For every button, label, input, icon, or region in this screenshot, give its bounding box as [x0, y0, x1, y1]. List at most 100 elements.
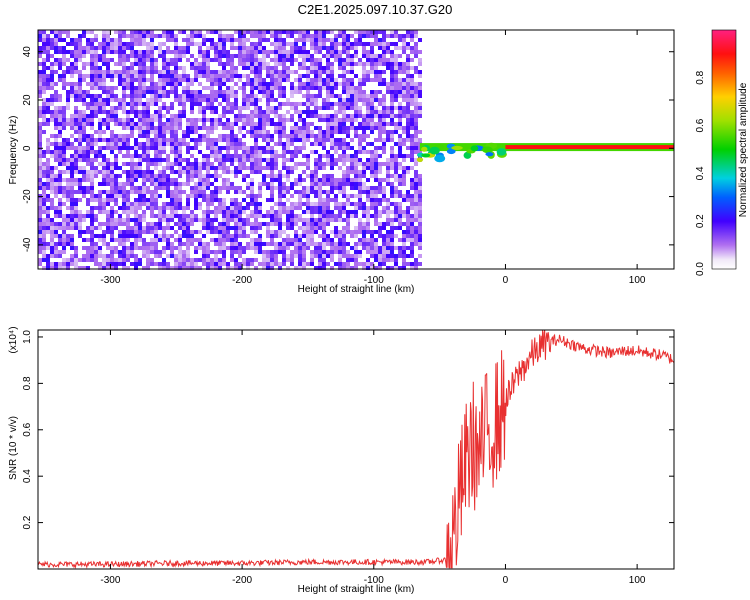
heatmap-cell: [322, 118, 326, 122]
heatmap-cell: [242, 62, 246, 66]
heatmap-cell: [270, 258, 274, 262]
heatmap-cell: [258, 86, 262, 90]
heatmap-cell: [82, 62, 86, 66]
heatmap-cell: [230, 42, 234, 46]
heatmap-cell: [294, 234, 298, 238]
heatmap-cell: [194, 194, 198, 198]
heatmap-cell: [270, 66, 274, 70]
heatmap-cell: [362, 234, 366, 238]
heatmap-cell: [334, 126, 338, 130]
heatmap-cell: [370, 158, 374, 162]
heatmap-cell: [310, 130, 314, 134]
heatmap-cell: [398, 238, 402, 242]
heatmap-cell: [58, 174, 62, 178]
heatmap-cell: [222, 94, 226, 98]
heatmap-cell: [326, 122, 330, 126]
heatmap-cell: [110, 266, 114, 270]
heatmap-cell: [374, 158, 378, 162]
heatmap-cell: [338, 58, 342, 62]
heatmap-cell: [250, 262, 254, 266]
heatmap-cell: [154, 154, 158, 158]
heatmap-cell: [238, 86, 242, 90]
heatmap-cell: [98, 102, 102, 106]
heatmap-cell: [238, 146, 242, 150]
heatmap-cell: [246, 186, 250, 190]
heatmap-cell: [306, 238, 310, 242]
heatmap-cell: [158, 266, 162, 270]
heatmap-cell: [202, 234, 206, 238]
heatmap-cell: [274, 214, 278, 218]
heatmap-cell: [358, 162, 362, 166]
heatmap-cell: [406, 230, 410, 234]
heatmap-cell: [122, 190, 126, 194]
heatmap-cell: [266, 130, 270, 134]
heatmap-cell: [90, 198, 94, 202]
heatmap-cell: [194, 102, 198, 106]
heatmap-cell: [102, 154, 106, 158]
heatmap-cell: [230, 254, 234, 258]
heatmap-cell: [362, 50, 366, 54]
heatmap-cell: [58, 146, 62, 150]
heatmap-cell: [326, 58, 330, 62]
heatmap-cell: [390, 222, 394, 226]
heatmap-cell: [94, 34, 98, 38]
heatmap-cell: [182, 262, 186, 266]
heatmap-cell: [258, 34, 262, 38]
heatmap-cell: [334, 194, 338, 198]
heatmap-cell: [110, 46, 114, 50]
heatmap-cell: [122, 230, 126, 234]
y-tick-label: 40: [22, 46, 33, 58]
heatmap-cell: [170, 166, 174, 170]
heatmap-cell: [234, 150, 238, 154]
heatmap-cell: [58, 110, 62, 114]
heatmap-cell: [186, 94, 190, 98]
heatmap-cell: [174, 54, 178, 58]
heatmap-cell: [286, 70, 290, 74]
heatmap-cell: [54, 230, 58, 234]
heatmap-cell: [370, 126, 374, 130]
heatmap-cell: [74, 126, 78, 130]
heatmap-cell: [346, 182, 350, 186]
heatmap-cell: [414, 158, 418, 162]
heatmap-cell: [270, 134, 274, 138]
heatmap-cell: [398, 54, 402, 58]
heatmap-cell: [310, 250, 314, 254]
heatmap-cell: [290, 34, 294, 38]
heatmap-cell: [394, 66, 398, 70]
heatmap-cell: [350, 82, 354, 86]
heatmap-cell: [42, 206, 46, 210]
heatmap-cell: [378, 146, 382, 150]
heatmap-cell: [390, 78, 394, 82]
heatmap-cell: [50, 226, 54, 230]
heatmap-cell: [278, 90, 282, 94]
heatmap-cell: [322, 106, 326, 110]
heatmap-cell: [82, 102, 86, 106]
heatmap-cell: [134, 98, 138, 102]
heatmap-cell: [154, 194, 158, 198]
heatmap-cell: [322, 70, 326, 74]
heatmap-cell: [322, 166, 326, 170]
heatmap-cell: [394, 202, 398, 206]
heatmap-cell: [102, 198, 106, 202]
heatmap-cell: [318, 178, 322, 182]
heatmap-cell: [354, 166, 358, 170]
heatmap-cell: [90, 210, 94, 214]
heatmap-cell: [414, 66, 418, 70]
heatmap-cell: [210, 258, 214, 262]
heatmap-cell: [266, 234, 270, 238]
heatmap-cell: [374, 222, 378, 226]
heatmap-cell: [130, 70, 134, 74]
heatmap-cell: [258, 162, 262, 166]
heatmap-cell: [58, 178, 62, 182]
heatmap-cell: [114, 114, 118, 118]
heatmap-cell: [170, 114, 174, 118]
heatmap-cell: [250, 230, 254, 234]
heatmap-cell: [218, 242, 222, 246]
heatmap-cell: [362, 238, 366, 242]
heatmap-cell: [230, 130, 234, 134]
heatmap-cell: [302, 258, 306, 262]
heatmap-cell: [338, 50, 342, 54]
heatmap-cell: [158, 82, 162, 86]
heatmap-cell: [58, 206, 62, 210]
heatmap-cell: [150, 250, 154, 254]
